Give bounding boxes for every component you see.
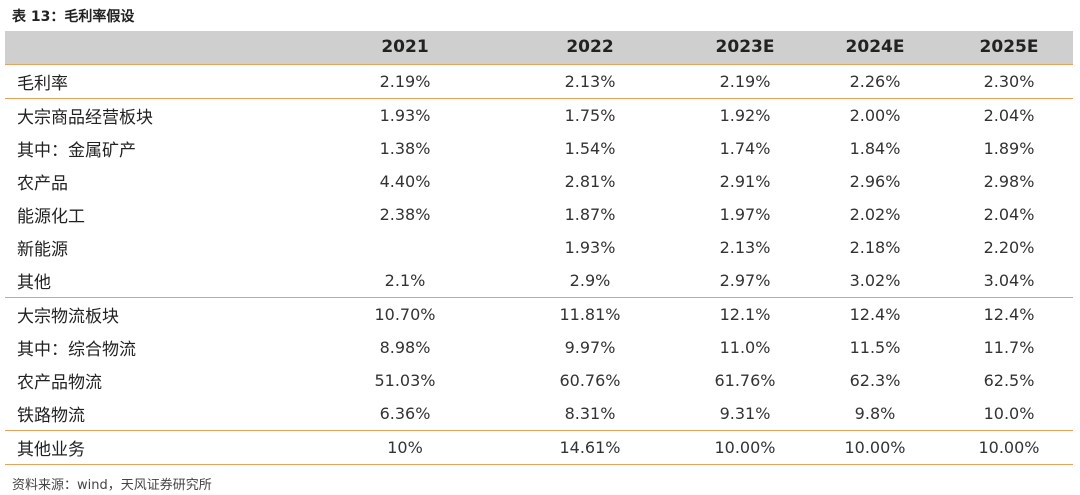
row-label: 其他业务 [5, 429, 315, 465]
table-cell: 11.0% [719, 337, 771, 357]
table-cell: 2.13% [495, 63, 685, 98]
table-cell: 2.9% [569, 270, 611, 290]
row-label: 毛利率 [5, 63, 315, 98]
table-cell: 2.98% [983, 171, 1035, 191]
table-cell: 8.98% [379, 337, 431, 357]
table-row: 农产品 4.40% 2.81% 2.91% 2.96% 2.98% [5, 165, 1073, 198]
table-cell: 2.97% [719, 270, 771, 290]
table-cell: 9.8% [854, 403, 896, 423]
table-cell: 4.40% [379, 171, 431, 191]
table-cell: 2.26% [805, 63, 945, 98]
table-cell: 10% [315, 429, 495, 465]
table-cell: 10.0% [983, 403, 1035, 423]
table-cell: 2.19% [685, 63, 805, 98]
header-2021: 2021 [381, 37, 429, 58]
header-label [5, 31, 315, 64]
table-row: 毛利率 2.19% 2.13% 2.19% 2.26% 2.30% [5, 63, 1073, 98]
table-cell: 9.97% [564, 337, 616, 357]
table-cell: 2.96% [849, 171, 901, 191]
table-cell: 10.00% [805, 429, 945, 465]
row-label: 其他 [17, 272, 51, 293]
table-cell: 62.5% [983, 370, 1035, 390]
table-cell: 1.84% [849, 138, 901, 158]
table-cell: 2.81% [564, 171, 616, 191]
row-label: 农产品物流 [17, 372, 102, 393]
source-note: 资料来源：wind，天风证券研究所 [12, 478, 212, 493]
table-row: 能源化工 2.38% 1.87% 1.97% 2.02% 2.04% [5, 198, 1073, 231]
table-cell: 1.93% [564, 237, 616, 257]
header-2023e: 2023E [715, 37, 775, 58]
table-cell: 11.7% [983, 337, 1035, 357]
table-cell: 1.74% [719, 138, 771, 158]
table-cell: 9.31% [719, 403, 771, 423]
table-cell: 11.5% [849, 337, 901, 357]
table-cell: 1.93% [315, 97, 495, 132]
table-row: 其中：综合物流 8.98% 9.97% 11.0% 11.5% 11.7% [5, 331, 1073, 364]
row-label: 大宗商品经营板块 [5, 97, 315, 132]
table-cell: 1.38% [379, 138, 431, 158]
row-label: 其中：金属矿产 [17, 140, 136, 161]
table-cell: 60.76% [559, 370, 621, 390]
table-title: 表 13：毛利率假设 [12, 9, 135, 25]
row-label: 农产品 [17, 173, 68, 194]
table-cell: 2.02% [849, 204, 901, 224]
table-cell: 3.02% [849, 270, 901, 290]
table-cell: 6.36% [379, 403, 431, 423]
table-cell: 2.18% [849, 237, 901, 257]
table-cell: 2.38% [379, 204, 431, 224]
table-cell: 2.00% [805, 97, 945, 132]
table-cell [315, 231, 495, 264]
table-cell: 3.04% [983, 270, 1035, 290]
table-cell: 12.1% [685, 296, 805, 331]
table-cell: 11.81% [495, 296, 685, 331]
table-cell: 1.87% [564, 204, 616, 224]
table-cell: 61.76% [714, 370, 776, 390]
header-2022: 2022 [566, 37, 614, 58]
table-cell: 62.3% [849, 370, 901, 390]
table-cell: 2.91% [719, 171, 771, 191]
table-row: 其中：金属矿产 1.38% 1.54% 1.74% 1.84% 1.89% [5, 132, 1073, 165]
row-label: 能源化工 [17, 206, 85, 227]
header-2025e: 2025E [979, 37, 1039, 58]
table-cell: 2.30% [945, 63, 1073, 98]
table-cell: 10.00% [685, 429, 805, 465]
table-cell: 8.31% [564, 403, 616, 423]
table-row: 铁路物流 6.36% 8.31% 9.31% 9.8% 10.0% [5, 397, 1073, 431]
table-row: 其他业务 10% 14.61% 10.00% 10.00% 10.00% [5, 429, 1073, 465]
table-cell: 51.03% [374, 370, 436, 390]
table-cell: 12.4% [805, 296, 945, 331]
row-label: 大宗物流板块 [5, 296, 315, 331]
table-row: 新能源 1.93% 2.13% 2.18% 2.20% [5, 231, 1073, 264]
table-cell: 1.89% [983, 138, 1035, 158]
table-cell: 1.75% [495, 97, 685, 132]
table-cell: 2.04% [983, 204, 1035, 224]
header-2024e: 2024E [845, 37, 905, 58]
table-row: 其他 2.1% 2.9% 2.97% 3.02% 3.04% [5, 264, 1073, 298]
table-cell: 10.00% [945, 429, 1073, 465]
table-row: 大宗商品经营板块 1.93% 1.75% 1.92% 2.00% 2.04% [5, 97, 1073, 132]
table-cell: 1.54% [564, 138, 616, 158]
row-label: 新能源 [17, 239, 68, 260]
table-header-row: 2021 2022 2023E 2024E 2025E [5, 31, 1073, 64]
table-row: 农产品物流 51.03% 60.76% 61.76% 62.3% 62.5% [5, 364, 1073, 397]
table-cell: 2.19% [315, 63, 495, 98]
table-cell: 1.97% [719, 204, 771, 224]
table-cell: 2.20% [983, 237, 1035, 257]
row-label: 其中：综合物流 [17, 339, 136, 360]
gross-margin-table: 2021 2022 2023E 2024E 2025E 毛利率 2.19% 2.13… [5, 31, 1073, 465]
table-row: 大宗物流板块 10.70% 11.81% 12.1% 12.4% 12.4% [5, 296, 1073, 331]
table-cell: 2.04% [945, 97, 1073, 132]
table-cell: 14.61% [495, 429, 685, 465]
table-cell: 10.70% [315, 296, 495, 331]
table-cell: 2.13% [719, 237, 771, 257]
table-cell: 12.4% [945, 296, 1073, 331]
table-cell: 1.92% [685, 97, 805, 132]
row-label: 铁路物流 [17, 405, 85, 426]
table-cell: 2.1% [384, 270, 426, 290]
